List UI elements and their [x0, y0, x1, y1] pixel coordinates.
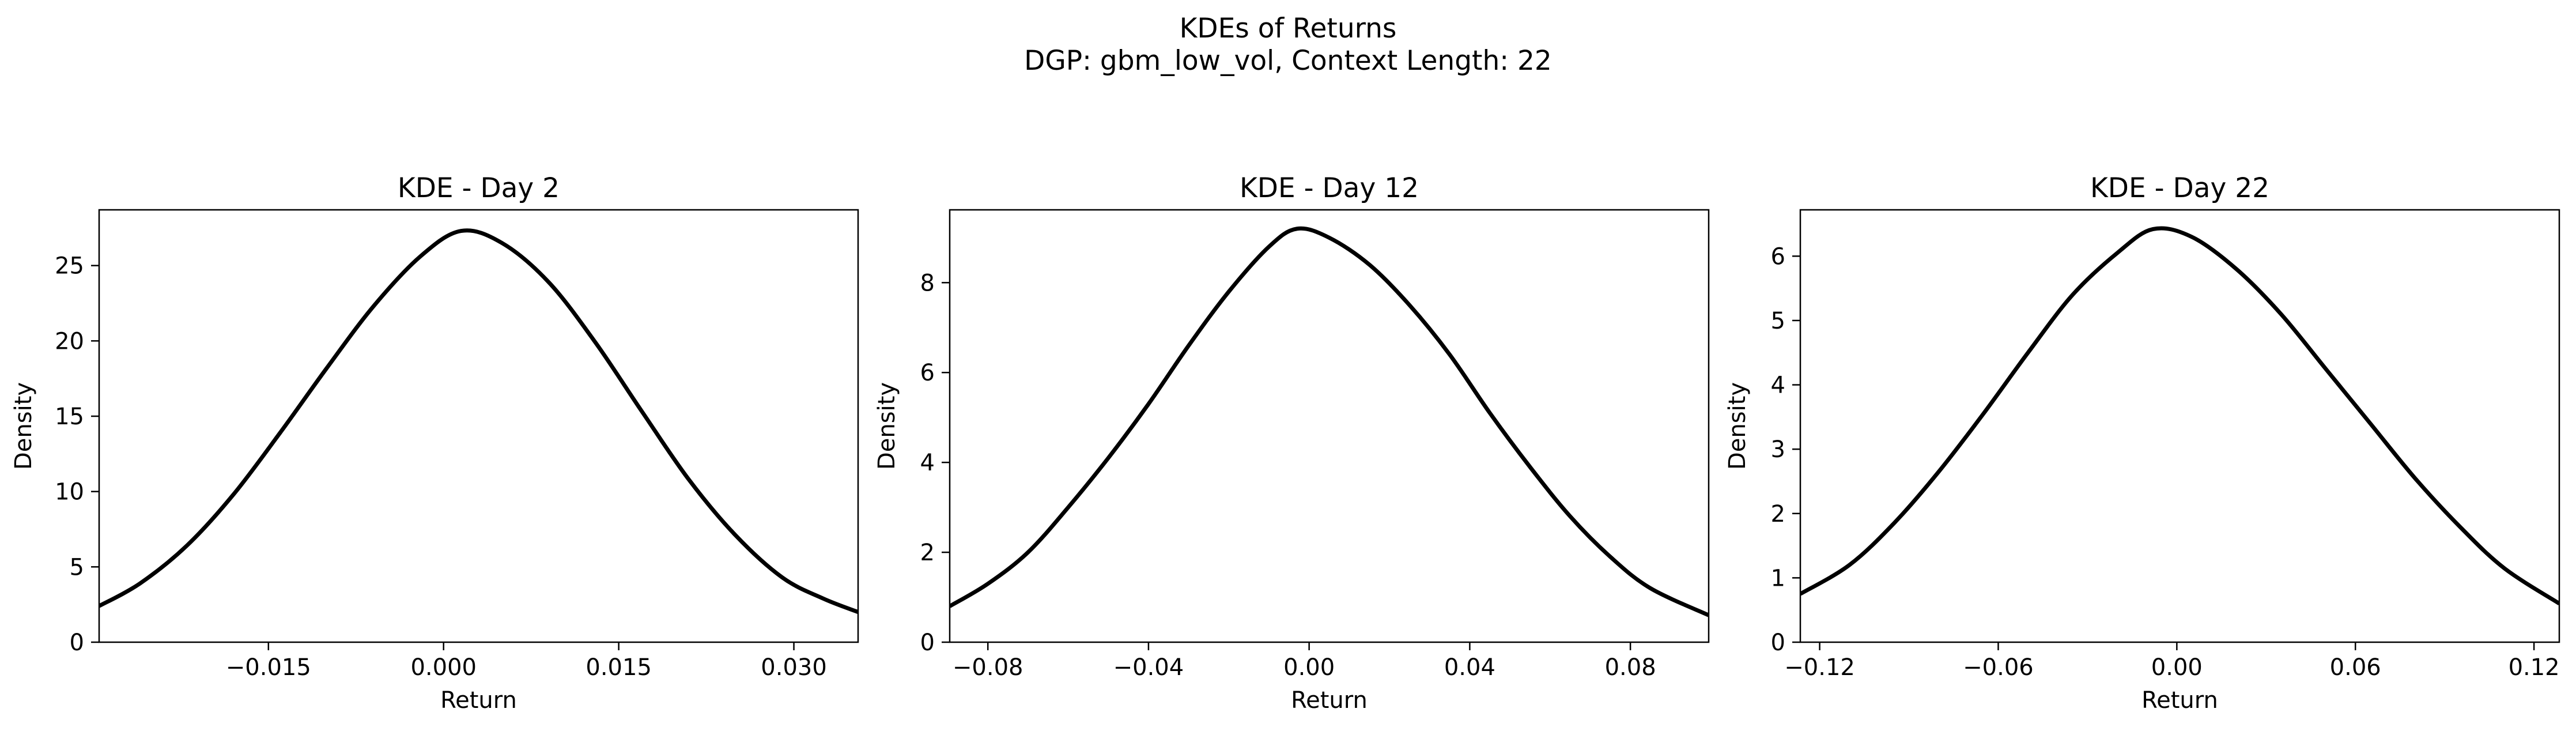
axes-frame [98, 209, 859, 643]
x-axis-label: Return [1291, 687, 1368, 714]
x-tick-label: 0.030 [761, 654, 827, 681]
y-tick-label: 0 [920, 630, 935, 656]
x-tick-label: 0.015 [586, 654, 652, 681]
y-tick-label: 15 [55, 404, 84, 430]
panel-title: KDE - Day 2 [398, 172, 560, 204]
x-tick-label: 0.12 [2509, 654, 2560, 681]
x-tick-label: 0.00 [1283, 654, 1335, 681]
y-tick-label: 8 [920, 270, 935, 296]
y-axis-label: Density [874, 382, 900, 470]
y-tick-label: 5 [70, 554, 84, 581]
x-axis-label: Return [2141, 687, 2218, 714]
x-tick-label: −0.08 [953, 654, 1023, 681]
kde-curve [99, 228, 858, 615]
x-tick-label: −0.06 [1963, 654, 2034, 681]
x-tick-label: 0.04 [1444, 654, 1495, 681]
y-tick-label: 0 [70, 630, 84, 656]
y-tick-label: 4 [1771, 372, 1785, 399]
y-tick-label: 5 [1771, 308, 1785, 334]
y-tick-label: 1 [1771, 565, 1785, 591]
x-axis-label: Return [440, 687, 517, 714]
y-tick-label: 3 [1771, 436, 1785, 463]
x-tick-label: −0.12 [1784, 654, 1855, 681]
y-tick-label: 2 [920, 540, 935, 566]
kde-curve [950, 226, 1709, 617]
figure-title: KDEs of Returns [1179, 13, 1397, 44]
x-tick-label: 0.00 [2151, 654, 2203, 681]
y-tick-label: 20 [55, 328, 84, 355]
y-axis-label: Density [1724, 382, 1751, 470]
x-tick-label: 0.08 [1605, 654, 1656, 681]
x-tick-label: −0.04 [1113, 654, 1184, 681]
panel-title: KDE - Day 12 [1240, 172, 1419, 204]
y-tick-label: 0 [1771, 630, 1785, 656]
x-tick-label: 0.000 [410, 654, 477, 681]
y-tick-label: 6 [920, 360, 935, 386]
x-tick-label: −0.015 [226, 654, 311, 681]
panel-title: KDE - Day 22 [2090, 172, 2269, 204]
y-axis-label: Density [10, 382, 37, 470]
figure-subtitle: DGP: gbm_low_vol, Context Length: 22 [1024, 45, 1552, 77]
x-tick-label: 0.06 [2330, 654, 2381, 681]
kde-curve [1800, 226, 2559, 605]
axes-frame [949, 209, 1710, 643]
y-tick-label: 10 [55, 479, 84, 506]
y-tick-label: 2 [1771, 501, 1785, 527]
y-tick-label: 6 [1771, 243, 1785, 270]
axes-frame [1799, 209, 2560, 643]
y-tick-label: 4 [920, 450, 935, 476]
y-tick-label: 25 [55, 253, 84, 280]
